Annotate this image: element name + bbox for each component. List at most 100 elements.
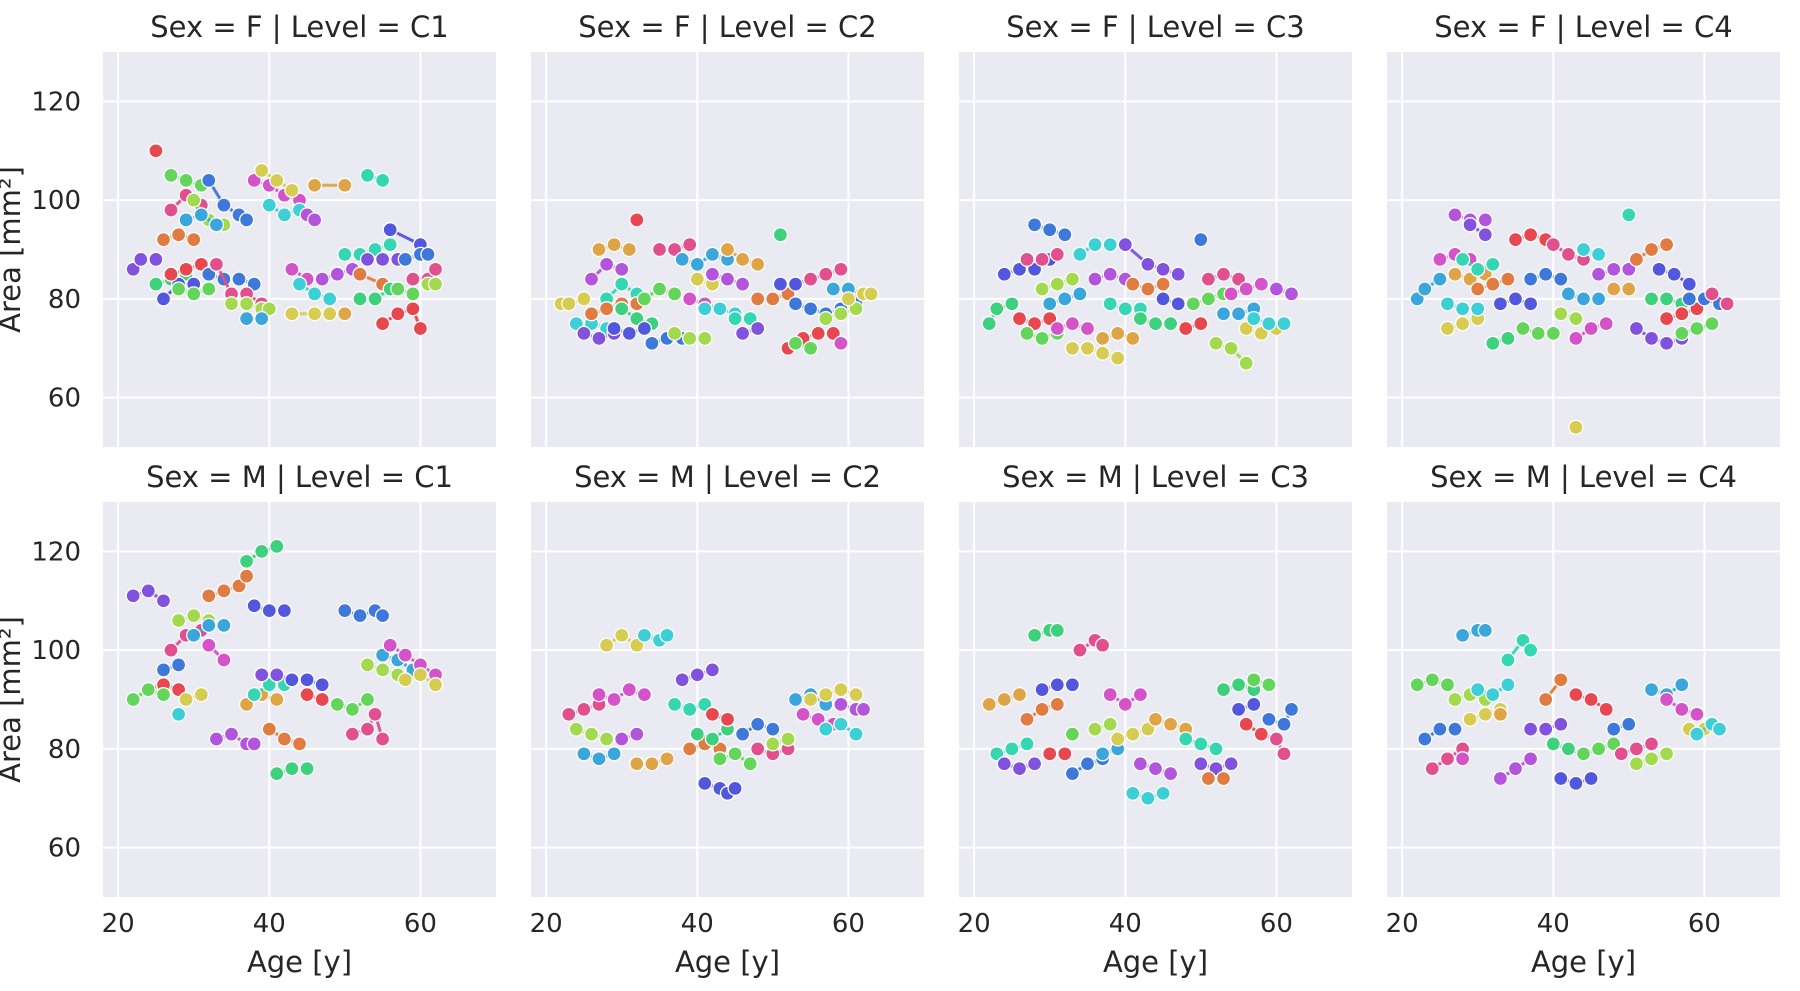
series-3 (246, 598, 293, 619)
data-point (1492, 770, 1509, 787)
data-point (299, 760, 315, 777)
series-8 (1470, 271, 1516, 297)
panel-m-c1: Sex = M | Level = C1 60 80 100 120 Area [mm²]… (0, 460, 496, 979)
series-10 (1492, 291, 1539, 312)
series-7 (1042, 286, 1088, 312)
data-point (1042, 296, 1058, 312)
data-point (1470, 301, 1486, 317)
data-point (170, 612, 187, 629)
series-5 (1454, 751, 1471, 767)
series-13 (704, 706, 736, 727)
data-point (1079, 320, 1096, 337)
data-point (1087, 721, 1103, 737)
data-point (261, 721, 277, 737)
data-point (216, 652, 232, 668)
x-tick-label: 40 (253, 909, 286, 939)
data-point (1658, 335, 1675, 351)
data-point (337, 602, 353, 619)
data-point (1439, 751, 1456, 767)
series-12 (1102, 686, 1149, 713)
series-13 (1102, 296, 1149, 317)
series-26 (1246, 310, 1292, 332)
data-point (1432, 251, 1448, 268)
data-point (1147, 760, 1164, 777)
data-point (1049, 246, 1065, 263)
data-point (1049, 320, 1065, 337)
series-6 (155, 657, 187, 678)
data-point (750, 741, 766, 757)
data-point (201, 172, 217, 189)
series-36 (420, 276, 444, 292)
data-point (1283, 701, 1300, 718)
series-34 (397, 246, 436, 268)
series-1 (201, 568, 255, 604)
data-point (780, 731, 796, 747)
series-21 (818, 716, 864, 742)
series-12 (125, 251, 164, 277)
y-tick-label: 100 (31, 186, 81, 216)
series-17 (1606, 716, 1637, 737)
data-point (1102, 716, 1118, 732)
series-14 (1545, 236, 1592, 268)
data-point (1432, 721, 1448, 737)
data-point (1454, 315, 1471, 332)
series-15 (1132, 756, 1179, 782)
data-point (344, 701, 361, 718)
data-point (1019, 711, 1035, 727)
series-8 (261, 197, 308, 223)
data-point (1628, 756, 1645, 772)
data-point (750, 256, 766, 272)
series-9 (1072, 632, 1111, 658)
series-4 (1454, 622, 1493, 643)
data-point (1711, 721, 1728, 737)
series-8 (1049, 315, 1096, 337)
x-axis-label: Age [y] (1531, 945, 1636, 979)
series-28 (1674, 315, 1720, 342)
series-2 (201, 172, 255, 228)
data-point (1447, 691, 1463, 708)
data-point (833, 261, 849, 277)
data-point (1674, 306, 1690, 322)
data-point (1500, 677, 1516, 693)
data-point (1200, 271, 1217, 287)
data-point (1598, 701, 1614, 718)
data-point (1019, 251, 1035, 268)
series-12 (170, 706, 187, 722)
data-point (1049, 696, 1065, 713)
series-2 (583, 256, 630, 287)
data-point (337, 306, 353, 322)
data-point (1049, 622, 1065, 639)
y-axis-label: Area [mm²] (0, 616, 27, 783)
data-point (666, 286, 683, 302)
series-14 (1117, 236, 1186, 282)
data-point (314, 677, 330, 693)
series-2 (576, 746, 622, 767)
data-point (689, 271, 705, 287)
data-point (405, 286, 421, 302)
data-point (1064, 315, 1081, 332)
data-point (621, 325, 637, 342)
data-point (583, 271, 600, 287)
data-point (178, 261, 194, 277)
x-tick-label: 20 (102, 909, 135, 939)
data-point (1485, 686, 1501, 703)
data-point (1666, 266, 1682, 282)
data-point (697, 301, 713, 317)
series-11 (178, 686, 209, 708)
data-point (621, 241, 637, 258)
series-26 (337, 306, 353, 322)
data-point (1545, 236, 1561, 253)
y-axis-label: Area [mm²] (0, 166, 27, 333)
data-point (1522, 296, 1539, 312)
series-9 (1492, 706, 1509, 722)
data-point (1447, 721, 1463, 737)
data-point (178, 212, 194, 228)
data-point (1590, 246, 1607, 263)
data-point (787, 335, 804, 351)
series-17 (1178, 731, 1224, 757)
data-point (1034, 701, 1050, 718)
data-point (359, 657, 376, 673)
series-18 (201, 266, 262, 292)
series-32 (840, 286, 879, 307)
data-point (1462, 217, 1478, 233)
